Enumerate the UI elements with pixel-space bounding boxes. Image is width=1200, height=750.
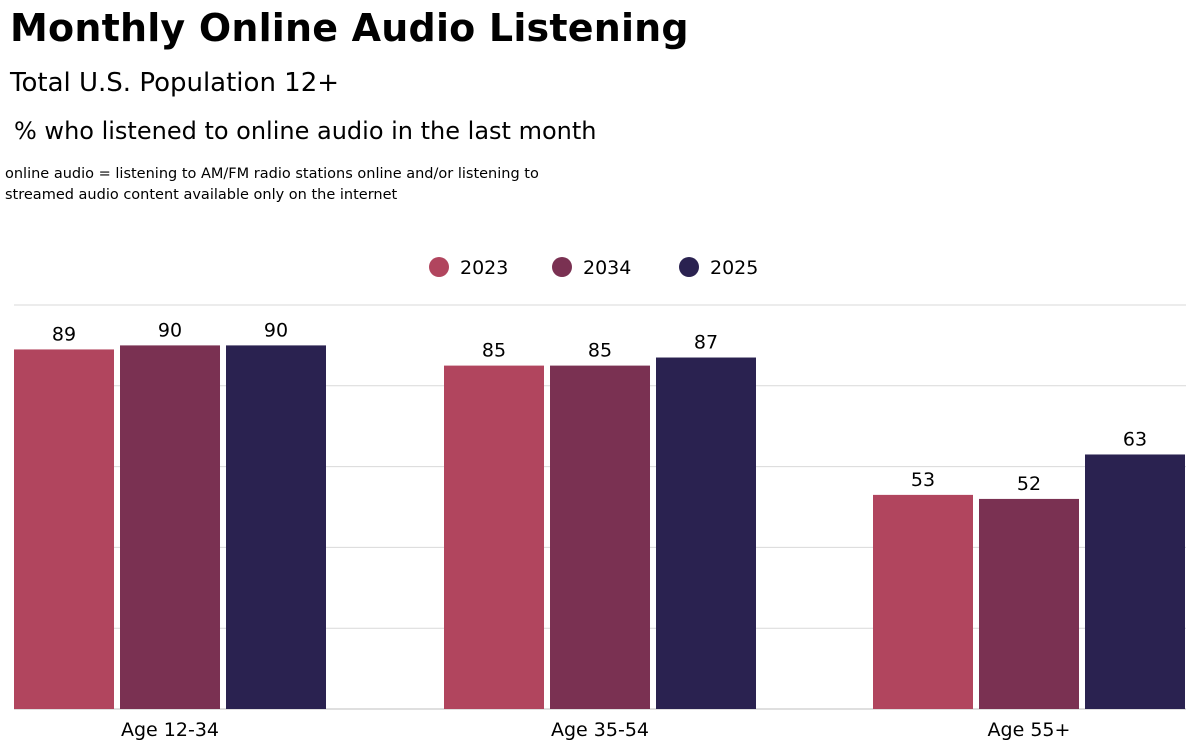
x-tick-label: Age 12-34 [121, 719, 219, 741]
legend-label: 2034 [583, 257, 631, 279]
chart-subtitle: Total U.S. Population 12+ [10, 68, 340, 98]
bar [1085, 454, 1185, 709]
x-tick-label: Age 35-54 [551, 719, 649, 741]
data-label: 90 [158, 319, 182, 341]
data-label: 52 [1017, 473, 1041, 495]
data-label: 90 [264, 319, 288, 341]
chart-title: Monthly Online Audio Listening [10, 6, 689, 50]
legend-label: 2025 [710, 257, 758, 279]
bar [550, 365, 650, 709]
data-label: 85 [588, 340, 612, 362]
data-label: 89 [52, 323, 76, 345]
data-label: 87 [694, 332, 718, 354]
legend-swatch-icon [679, 257, 699, 277]
chart-measure-description: % who listened to online audio in the la… [14, 117, 597, 145]
bar [979, 498, 1079, 709]
legend-swatch-icon [552, 257, 572, 277]
x-tick-label: Age 55+ [988, 719, 1071, 741]
data-label: 63 [1123, 428, 1147, 450]
data-label: 53 [911, 469, 935, 491]
bar [656, 357, 756, 709]
bar [444, 365, 544, 709]
bar [14, 349, 114, 709]
chart-definition-note: online audio = listening to AM/FM radio … [5, 166, 539, 203]
bar [873, 494, 973, 709]
bar [226, 345, 326, 709]
legend-swatch-icon [429, 257, 449, 277]
data-label: 85 [482, 340, 506, 362]
bar [120, 345, 220, 709]
legend-label: 2023 [460, 257, 508, 279]
